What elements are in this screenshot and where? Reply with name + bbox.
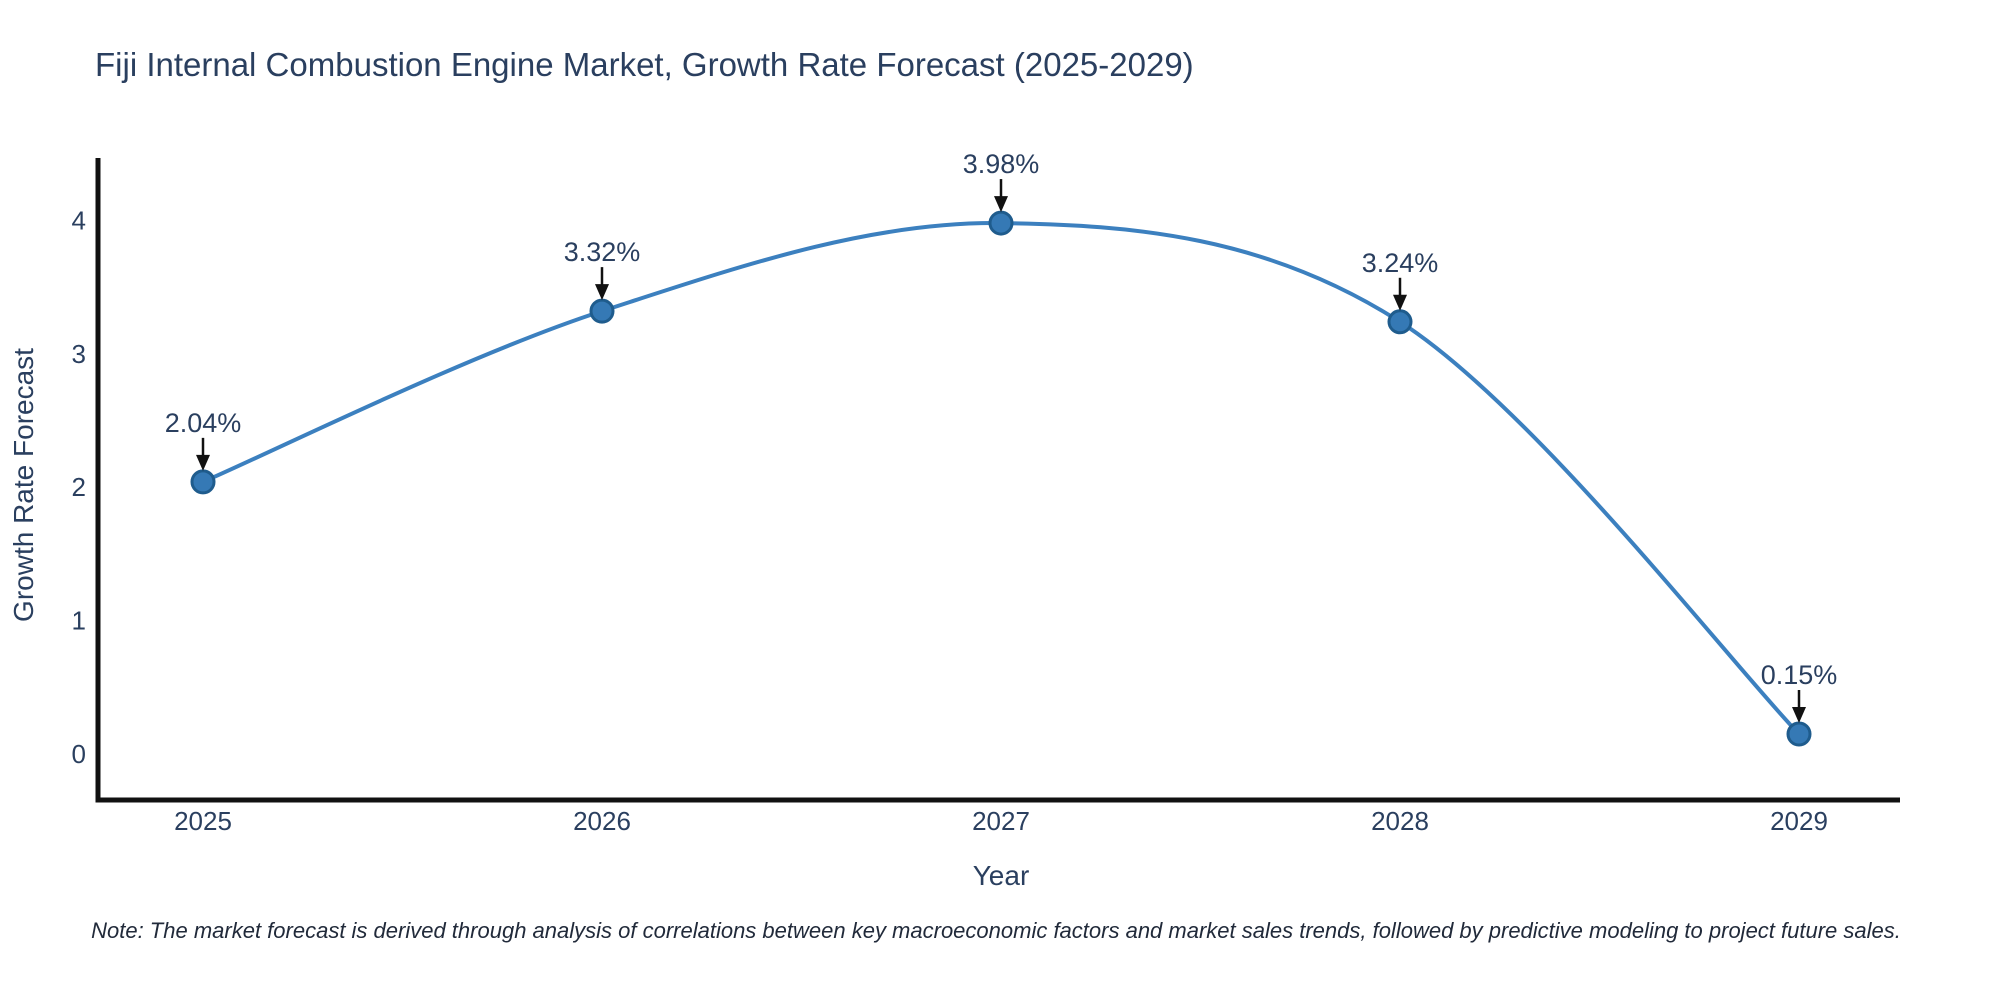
data-point-label: 3.98% — [963, 149, 1040, 179]
data-point-marker — [1786, 721, 1812, 747]
forecast-line — [201, 221, 1801, 736]
data-point-label: 3.24% — [1362, 248, 1439, 278]
x-tick-label: 2025 — [174, 806, 232, 836]
x-tick-label: 2028 — [1371, 806, 1429, 836]
chart-title: Fiji Internal Combustion Engine Market, … — [95, 46, 1194, 83]
data-point-label: 0.15% — [1761, 660, 1838, 690]
data-point-label: 3.32% — [564, 237, 641, 267]
annotation-arrow-head — [595, 284, 609, 301]
y-tick-label: 0 — [72, 739, 86, 769]
data-point-label: 2.04% — [165, 408, 242, 438]
annotation-arrow-head — [994, 196, 1008, 213]
data-point-marker — [988, 210, 1014, 236]
y-tick-label: 3 — [72, 339, 86, 369]
y-tick-label: 2 — [72, 472, 86, 502]
y-tick-label: 4 — [72, 205, 86, 235]
annotation-arrow-head — [196, 454, 210, 471]
x-axis-title: Year — [973, 860, 1030, 891]
x-tick-label: 2026 — [573, 806, 631, 836]
annotation-arrow-head — [1792, 706, 1806, 723]
chart-footnote: Note: The market forecast is derived thr… — [91, 918, 1901, 943]
data-point-marker — [589, 298, 615, 324]
y-tick-label: 1 — [72, 606, 86, 636]
x-tick-label: 2027 — [972, 806, 1030, 836]
data-point-marker — [190, 469, 216, 495]
annotation-arrow-head — [1393, 294, 1407, 311]
data-point-marker — [1387, 309, 1413, 335]
x-tick-label: 2029 — [1770, 806, 1828, 836]
y-axis-title: Growth Rate Forecast — [8, 348, 39, 622]
